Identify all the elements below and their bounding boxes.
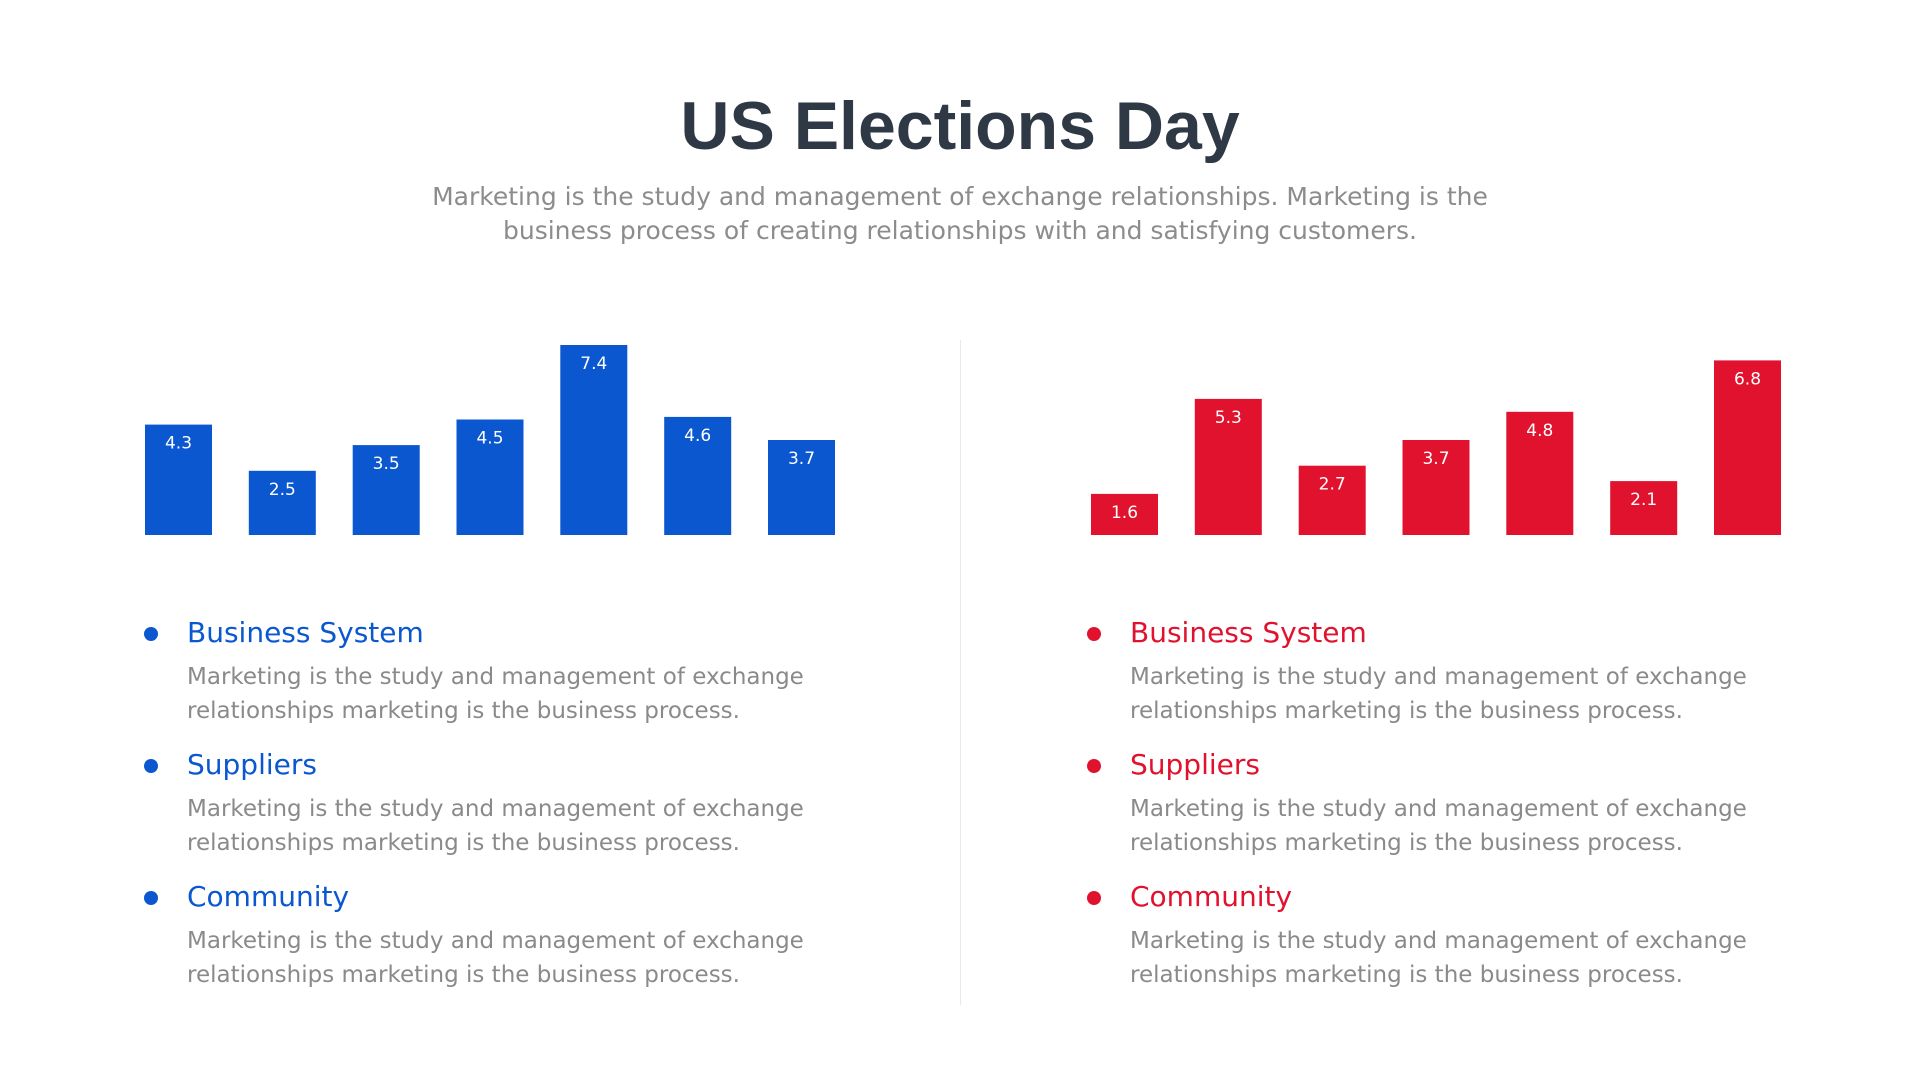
bar-value-label: 3.7: [1422, 449, 1449, 469]
bar: [768, 440, 835, 535]
item-description: Marketing is the study and management of…: [187, 928, 804, 988]
item-description: Marketing is the study and management of…: [1130, 796, 1747, 856]
bar-value-label: 3.7: [788, 449, 815, 469]
blue-bar-chart: 4.3 2.5 3.5 4.5 7.4 4.6 3.7: [145, 345, 835, 535]
bullet-dot: [1087, 627, 1101, 641]
item-title: Business System: [187, 616, 424, 649]
bullet-dot: [144, 891, 158, 905]
bar-value-label: 4.6: [684, 426, 711, 446]
item-title: Business System: [1130, 616, 1367, 649]
bullet-dot: [144, 759, 158, 773]
bar-value-label: 6.8: [1734, 369, 1761, 389]
right-legend-list: Business System Marketing is the study a…: [1083, 610, 1783, 992]
item-title: Community: [187, 880, 350, 913]
bar: [456, 419, 524, 535]
bar-value-label: 3.5: [373, 454, 400, 474]
bar: [352, 445, 420, 535]
item-description: Marketing is the study and management of…: [187, 664, 804, 724]
center-divider: [960, 340, 961, 1005]
list-item-business-system: Business System Marketing is the study a…: [1083, 610, 1783, 728]
bar: [1298, 465, 1366, 535]
left-legend-list: Business System Marketing is the study a…: [140, 610, 840, 992]
red-bar-chart: 1.6 5.3 2.7 3.7 4.8 2.1 6.8: [1091, 360, 1781, 535]
page-title: US Elections Day: [680, 88, 1240, 164]
list-item-community: Community Marketing is the study and man…: [1083, 874, 1783, 992]
bar: [1091, 493, 1158, 535]
list-item-business-system: Business System Marketing is the study a…: [140, 610, 840, 728]
bullet-dot: [144, 627, 158, 641]
bullet-dot: [1087, 891, 1101, 905]
item-description: Marketing is the study and management of…: [1130, 664, 1747, 724]
bar-value-label: 1.6: [1111, 503, 1138, 523]
bar: [145, 424, 212, 535]
bar-value-label: 7.4: [580, 354, 607, 374]
item-title: Community: [1130, 880, 1293, 913]
bar: [664, 416, 732, 535]
bar-value-label: 5.3: [1215, 408, 1242, 428]
bar: [1610, 481, 1678, 535]
bar: [1402, 440, 1470, 535]
item-description: Marketing is the study and management of…: [1130, 928, 1747, 988]
bar-value-label: 2.5: [269, 480, 296, 500]
list-item-community: Community Marketing is the study and man…: [140, 874, 840, 992]
bullet-dot: [1087, 759, 1101, 773]
bar-value-label: 4.5: [476, 429, 503, 449]
bar-value-label: 2.7: [1319, 475, 1346, 495]
page-subtitle: Marketing is the study and management of…: [432, 182, 1488, 245]
bar: [1506, 411, 1574, 535]
bar: [1714, 360, 1781, 535]
list-item-suppliers: Suppliers Marketing is the study and man…: [140, 742, 840, 860]
item-description: Marketing is the study and management of…: [187, 796, 804, 856]
item-title: Suppliers: [1130, 748, 1260, 781]
bar-value-label: 2.1: [1630, 490, 1657, 510]
item-title: Suppliers: [187, 748, 317, 781]
bar-value-label: 4.3: [165, 434, 192, 454]
bar: [248, 470, 316, 535]
bar: [1194, 398, 1262, 535]
bar-value-label: 4.8: [1526, 421, 1553, 441]
bar: [560, 345, 628, 535]
list-item-suppliers: Suppliers Marketing is the study and man…: [1083, 742, 1783, 860]
